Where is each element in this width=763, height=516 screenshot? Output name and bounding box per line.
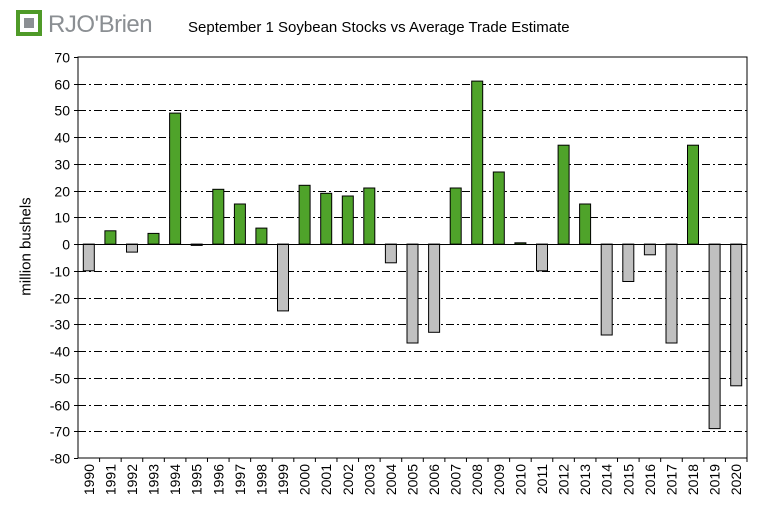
bar-1992 xyxy=(126,243,138,253)
x-tick-label: 1998 xyxy=(253,464,269,495)
x-tick-label: 2000 xyxy=(297,464,313,495)
x-tick-label: 2017 xyxy=(663,464,679,495)
bar-1991 xyxy=(104,230,117,245)
x-tick-label: 2012 xyxy=(556,464,572,495)
y-tick-label: 20 xyxy=(54,184,70,200)
y-tick-label: -40 xyxy=(50,344,70,360)
logo-text: RJO'Brien xyxy=(48,11,153,38)
bar-2001 xyxy=(320,192,333,245)
chart-title: September 1 Soybean Stocks vs Average Tr… xyxy=(188,19,570,36)
x-tick-label: 1995 xyxy=(189,464,205,495)
bar-2012 xyxy=(557,144,570,245)
x-tick-label: 2019 xyxy=(707,464,723,495)
bar-1996 xyxy=(212,188,225,245)
bar-2011 xyxy=(536,243,548,272)
bar-1997 xyxy=(233,203,246,245)
bar-2020 xyxy=(730,243,743,387)
y-tick-label: 0 xyxy=(62,237,70,253)
bar-1999 xyxy=(277,243,289,312)
x-tick-label: 1999 xyxy=(275,464,291,495)
bar-1993 xyxy=(147,232,160,245)
x-tick-label: 1996 xyxy=(210,464,226,495)
y-tick-label: -50 xyxy=(50,371,70,387)
bar-2016 xyxy=(643,243,656,256)
y-tick-label: -10 xyxy=(50,264,70,280)
bar-2009 xyxy=(492,171,505,245)
y-tick-label: -70 xyxy=(50,424,70,440)
x-tick-label: 2013 xyxy=(577,464,593,495)
bar-2003 xyxy=(363,187,376,245)
x-tick-label: 2003 xyxy=(361,464,377,495)
bar-2002 xyxy=(341,195,354,245)
bar-2018 xyxy=(687,144,699,245)
x-tick-label: 2005 xyxy=(405,464,421,495)
x-tick-label: 2007 xyxy=(448,464,464,495)
x-tick-label: 1992 xyxy=(124,464,140,495)
x-tick-label: 2014 xyxy=(599,464,615,495)
bar-1990 xyxy=(82,243,95,272)
bar-2000 xyxy=(298,184,311,245)
x-tick-label: 2006 xyxy=(426,464,442,495)
bar-2007 xyxy=(449,187,462,245)
y-tick-label: 40 xyxy=(54,130,70,146)
bar-2013 xyxy=(579,203,592,245)
y-tick-label: 70 xyxy=(54,50,70,66)
bar-2017 xyxy=(665,243,678,344)
x-tick-label: 1994 xyxy=(167,464,183,495)
x-tick-label: 2009 xyxy=(491,464,507,495)
bar-2008 xyxy=(471,80,484,245)
x-tick-label: 1997 xyxy=(232,464,248,495)
bar-2014 xyxy=(600,243,613,336)
x-tick-label: 2018 xyxy=(685,464,701,495)
x-tick-label: 1991 xyxy=(102,464,118,495)
x-tick-label: 2001 xyxy=(318,464,334,495)
bar-2006 xyxy=(428,243,441,333)
company-logo: RJO'Brien xyxy=(16,10,166,40)
y-tick-label: 50 xyxy=(54,103,70,119)
bar-1998 xyxy=(255,227,268,245)
y-tick-label: -60 xyxy=(50,398,70,414)
bar-2010 xyxy=(514,242,527,245)
y-tick-label: -20 xyxy=(50,291,70,307)
x-tick-label: 2016 xyxy=(642,464,658,495)
bar-1994 xyxy=(169,112,182,245)
x-tick-label: 2004 xyxy=(383,464,399,495)
y-tick-label: -30 xyxy=(50,317,70,333)
y-tick-label: -80 xyxy=(50,451,70,467)
x-tick-label: 1993 xyxy=(146,464,162,495)
y-tick-label: 10 xyxy=(54,210,70,226)
bar-2015 xyxy=(622,243,635,283)
x-tick-label: 2015 xyxy=(620,464,636,495)
bar-2005 xyxy=(406,243,419,344)
x-tick-label: 2002 xyxy=(340,464,356,495)
x-tick-label: 2011 xyxy=(534,464,550,494)
x-tick-label: 1990 xyxy=(81,464,97,495)
rjobrien-logo-icon xyxy=(16,10,42,36)
x-tick-label: 2020 xyxy=(728,464,744,495)
y-tick-label: 60 xyxy=(54,77,70,93)
y-tick-label: 30 xyxy=(54,157,70,173)
bar-2004 xyxy=(384,243,397,264)
x-tick-label: 2008 xyxy=(469,464,485,495)
bar-2019 xyxy=(708,243,721,430)
x-tick-label: 2010 xyxy=(512,464,528,495)
